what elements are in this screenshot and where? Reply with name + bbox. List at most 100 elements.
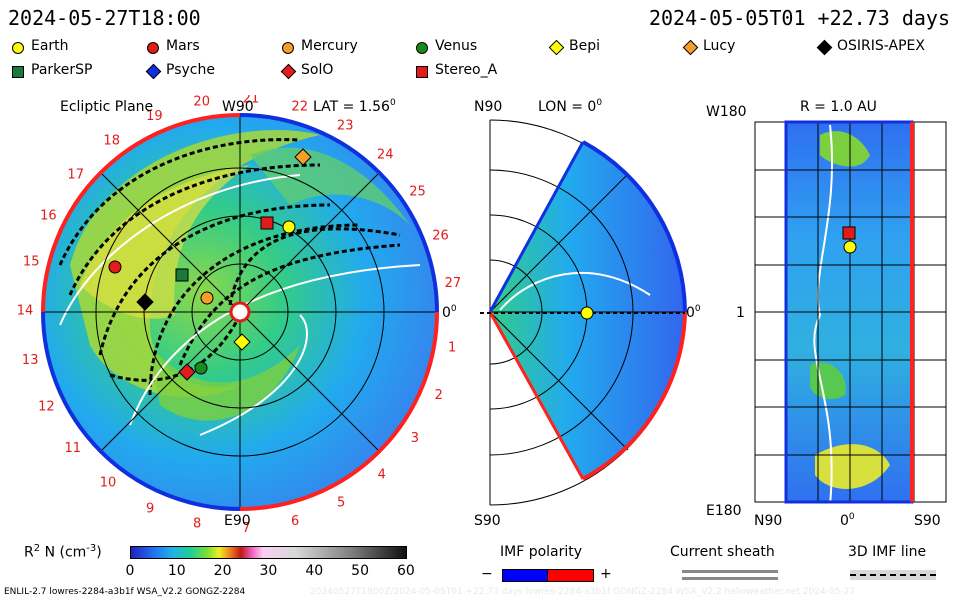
imf-positive-swatch: [547, 569, 594, 582]
rotation-label: 3: [411, 431, 419, 446]
rotation-label: 2: [435, 388, 443, 403]
legend-label-parkersp: ParkerSP: [31, 62, 93, 78]
run-label: 2024-05-05T01 +22.73 days: [648, 6, 950, 30]
imf-title: IMF polarity: [500, 544, 583, 560]
colorbar-tick-label: 50: [351, 563, 369, 579]
meridional-bottom-label: S90: [474, 513, 501, 529]
parker-marker-ecliptic: [175, 268, 189, 282]
stereo-a-marker-ecliptic: [260, 216, 274, 230]
rotation-label: 11: [65, 441, 82, 456]
ecliptic-spacecraft: [108, 148, 312, 381]
rotation-label: 1: [448, 340, 456, 355]
imf-line-title: 3D IMF line: [848, 544, 927, 560]
ecliptic-lat-label: LAT = 1.560: [313, 98, 396, 115]
rotation-label: 22: [291, 99, 308, 114]
legend-label-lucy: Lucy: [703, 38, 736, 54]
meridional-top-label: N90: [474, 99, 502, 115]
ecliptic-title: Ecliptic Plane: [60, 99, 153, 115]
lucy-marker-ecliptic: [294, 148, 312, 166]
sphere-mid-left: 1: [736, 305, 745, 321]
ecliptic-features: [58, 130, 421, 436]
legend-marker-mars: [147, 42, 159, 54]
sphere-grid: [754, 121, 947, 503]
sphere-title: R = 1.0 AU: [800, 99, 877, 115]
rotation-label: 16: [40, 208, 57, 223]
earth-marker-ecliptic: [282, 220, 296, 234]
legend-marker-solo: [280, 63, 297, 80]
ecliptic-right-label: 00: [442, 304, 457, 321]
sphere-x-left: N90: [754, 513, 782, 529]
legend-marker-bepi: [548, 39, 565, 56]
meridional-right-label: 00: [686, 304, 700, 321]
osiris-marker-ecliptic: [136, 293, 154, 311]
rotation-label: 5: [337, 496, 345, 511]
sphere-x-right: S90: [914, 513, 941, 529]
legend-marker-psyche: [145, 63, 162, 80]
colorbar-tick-label: 20: [213, 563, 232, 579]
legend-label-venus: Venus: [435, 38, 478, 54]
rotation-label: 4: [378, 468, 386, 483]
legend-label-stereo-a: Stereo_A: [435, 62, 498, 78]
legend-marker-venus: [416, 42, 428, 54]
legend-marker-mercury: [282, 42, 294, 54]
earth-marker-meridional: [580, 306, 594, 320]
legend-marker-osiris-apex: [816, 39, 833, 56]
ecliptic-bottom-label: E90: [224, 513, 251, 529]
rotation-label: 14: [17, 304, 34, 319]
meridional-lon-label: LON = 00: [538, 98, 602, 115]
rotation-label: 23: [337, 119, 354, 134]
legend-marker-parkersp: [12, 66, 24, 78]
imf-minus: −: [481, 566, 493, 582]
legend-label-mercury: Mercury: [301, 38, 358, 54]
colorbar: [130, 546, 407, 559]
rotation-label: 24: [377, 147, 394, 162]
meridional-panel: N90 LON = 00 S90 00: [474, 98, 700, 529]
legend-marker-earth: [12, 42, 24, 54]
legend-label-solo: SolO: [301, 62, 334, 78]
stereo-a-marker-sphere: [842, 226, 856, 240]
colorbar-tick-label: 10: [167, 563, 186, 579]
rotation-label: 7: [242, 521, 250, 535]
rotation-label: 9: [146, 501, 154, 516]
rotation-label: 13: [22, 353, 39, 368]
current-sheath-title: Current sheath: [670, 544, 775, 560]
rotation-label: 27: [445, 276, 462, 291]
rotation-label: 18: [103, 134, 120, 149]
legend-label-mars: Mars: [166, 38, 200, 54]
earth-marker-sphere: [843, 240, 857, 254]
colorbar-tick-label: 40: [305, 563, 324, 579]
rotation-label: 20: [193, 95, 210, 109]
rotation-label: 21: [243, 95, 260, 106]
sphere-x-mid: 00: [840, 512, 855, 529]
legend-label-osiris-apex: OSIRIS-APEX: [837, 38, 925, 54]
colorbar-label: R2 N (cm-3): [24, 543, 102, 561]
sphere-panel: R = 1.0 AU W180 1 E180 N90 00 S90: [706, 99, 947, 529]
rotation-label: 12: [38, 399, 55, 414]
sun-marker: [229, 301, 251, 323]
imf-negative-swatch: [502, 569, 549, 582]
mercury-marker-ecliptic: [200, 291, 214, 305]
rotation-label: 19: [146, 109, 163, 124]
current-sheath-line-1: [682, 570, 778, 573]
legend-marker-stereo-a: [416, 66, 428, 78]
rotation-label: 15: [23, 255, 40, 270]
rotation-label: 26: [432, 229, 449, 244]
venus-marker-ecliptic: [194, 361, 208, 375]
rotation-label: 25: [409, 185, 426, 200]
time-label: 2024-05-27T18:00: [8, 6, 201, 30]
legend-marker-lucy: [682, 39, 699, 56]
sphere-bottom-left: E180: [706, 503, 742, 519]
legend-label-psyche: Psyche: [166, 62, 215, 78]
imf-line-sample: [850, 574, 936, 576]
rotation-label: 6: [291, 514, 299, 529]
current-sheath-line-2: [682, 577, 778, 580]
footer-right: 20240527T1800Z/2024-05-05T01 +22.73 days…: [310, 587, 856, 597]
imf-plus: +: [600, 566, 612, 582]
colorbar-tick-label: 60: [397, 563, 415, 579]
ecliptic-top-label: W90: [222, 99, 254, 115]
colorbar-tick-label: 30: [259, 563, 278, 579]
legend-label-earth: Earth: [31, 38, 69, 54]
rotation-label: 17: [67, 167, 84, 182]
